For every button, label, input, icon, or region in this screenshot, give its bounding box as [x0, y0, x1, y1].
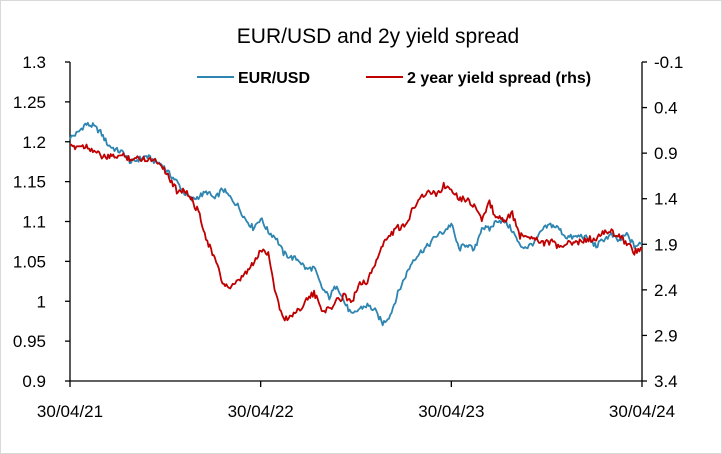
left-tick-label: 1.2 — [22, 133, 46, 152]
right-tick-label: 3.4 — [654, 372, 678, 391]
chart-title: EUR/USD and 2y yield spread — [237, 25, 519, 48]
x-tick-label: 30/04/21 — [37, 402, 103, 421]
x-tick-label: 30/04/24 — [609, 402, 675, 421]
x-tick-label: 30/04/23 — [418, 402, 484, 421]
right-tick-label: 2.4 — [654, 281, 678, 300]
left-tick-label: 1.15 — [13, 173, 46, 192]
left-tick-label: 0.95 — [13, 332, 46, 351]
right-tick-label: 0.4 — [654, 99, 678, 118]
left-tick-label: 0.9 — [22, 372, 46, 391]
left-tick-label: 1.25 — [13, 93, 46, 112]
right-tick-label: 1.9 — [654, 235, 678, 254]
legend-yield-spread-label: 2 year yield spread (rhs) — [407, 70, 591, 87]
x-tick-label: 30/04/22 — [228, 402, 294, 421]
yield-spread-line — [70, 143, 643, 322]
right-tick-label: -0.1 — [654, 53, 683, 72]
right-tick-label: 2.9 — [654, 326, 678, 345]
left-tick-label: 1.05 — [13, 252, 46, 271]
left-tick-label: 1.1 — [22, 213, 46, 232]
left-tick-label: 1.3 — [22, 53, 46, 72]
right-tick-label: 0.9 — [654, 144, 678, 163]
right-tick-label: 1.4 — [654, 190, 678, 209]
left-tick-label: 1 — [37, 292, 46, 311]
legend-eurusd-label: EUR/USD — [238, 70, 310, 87]
